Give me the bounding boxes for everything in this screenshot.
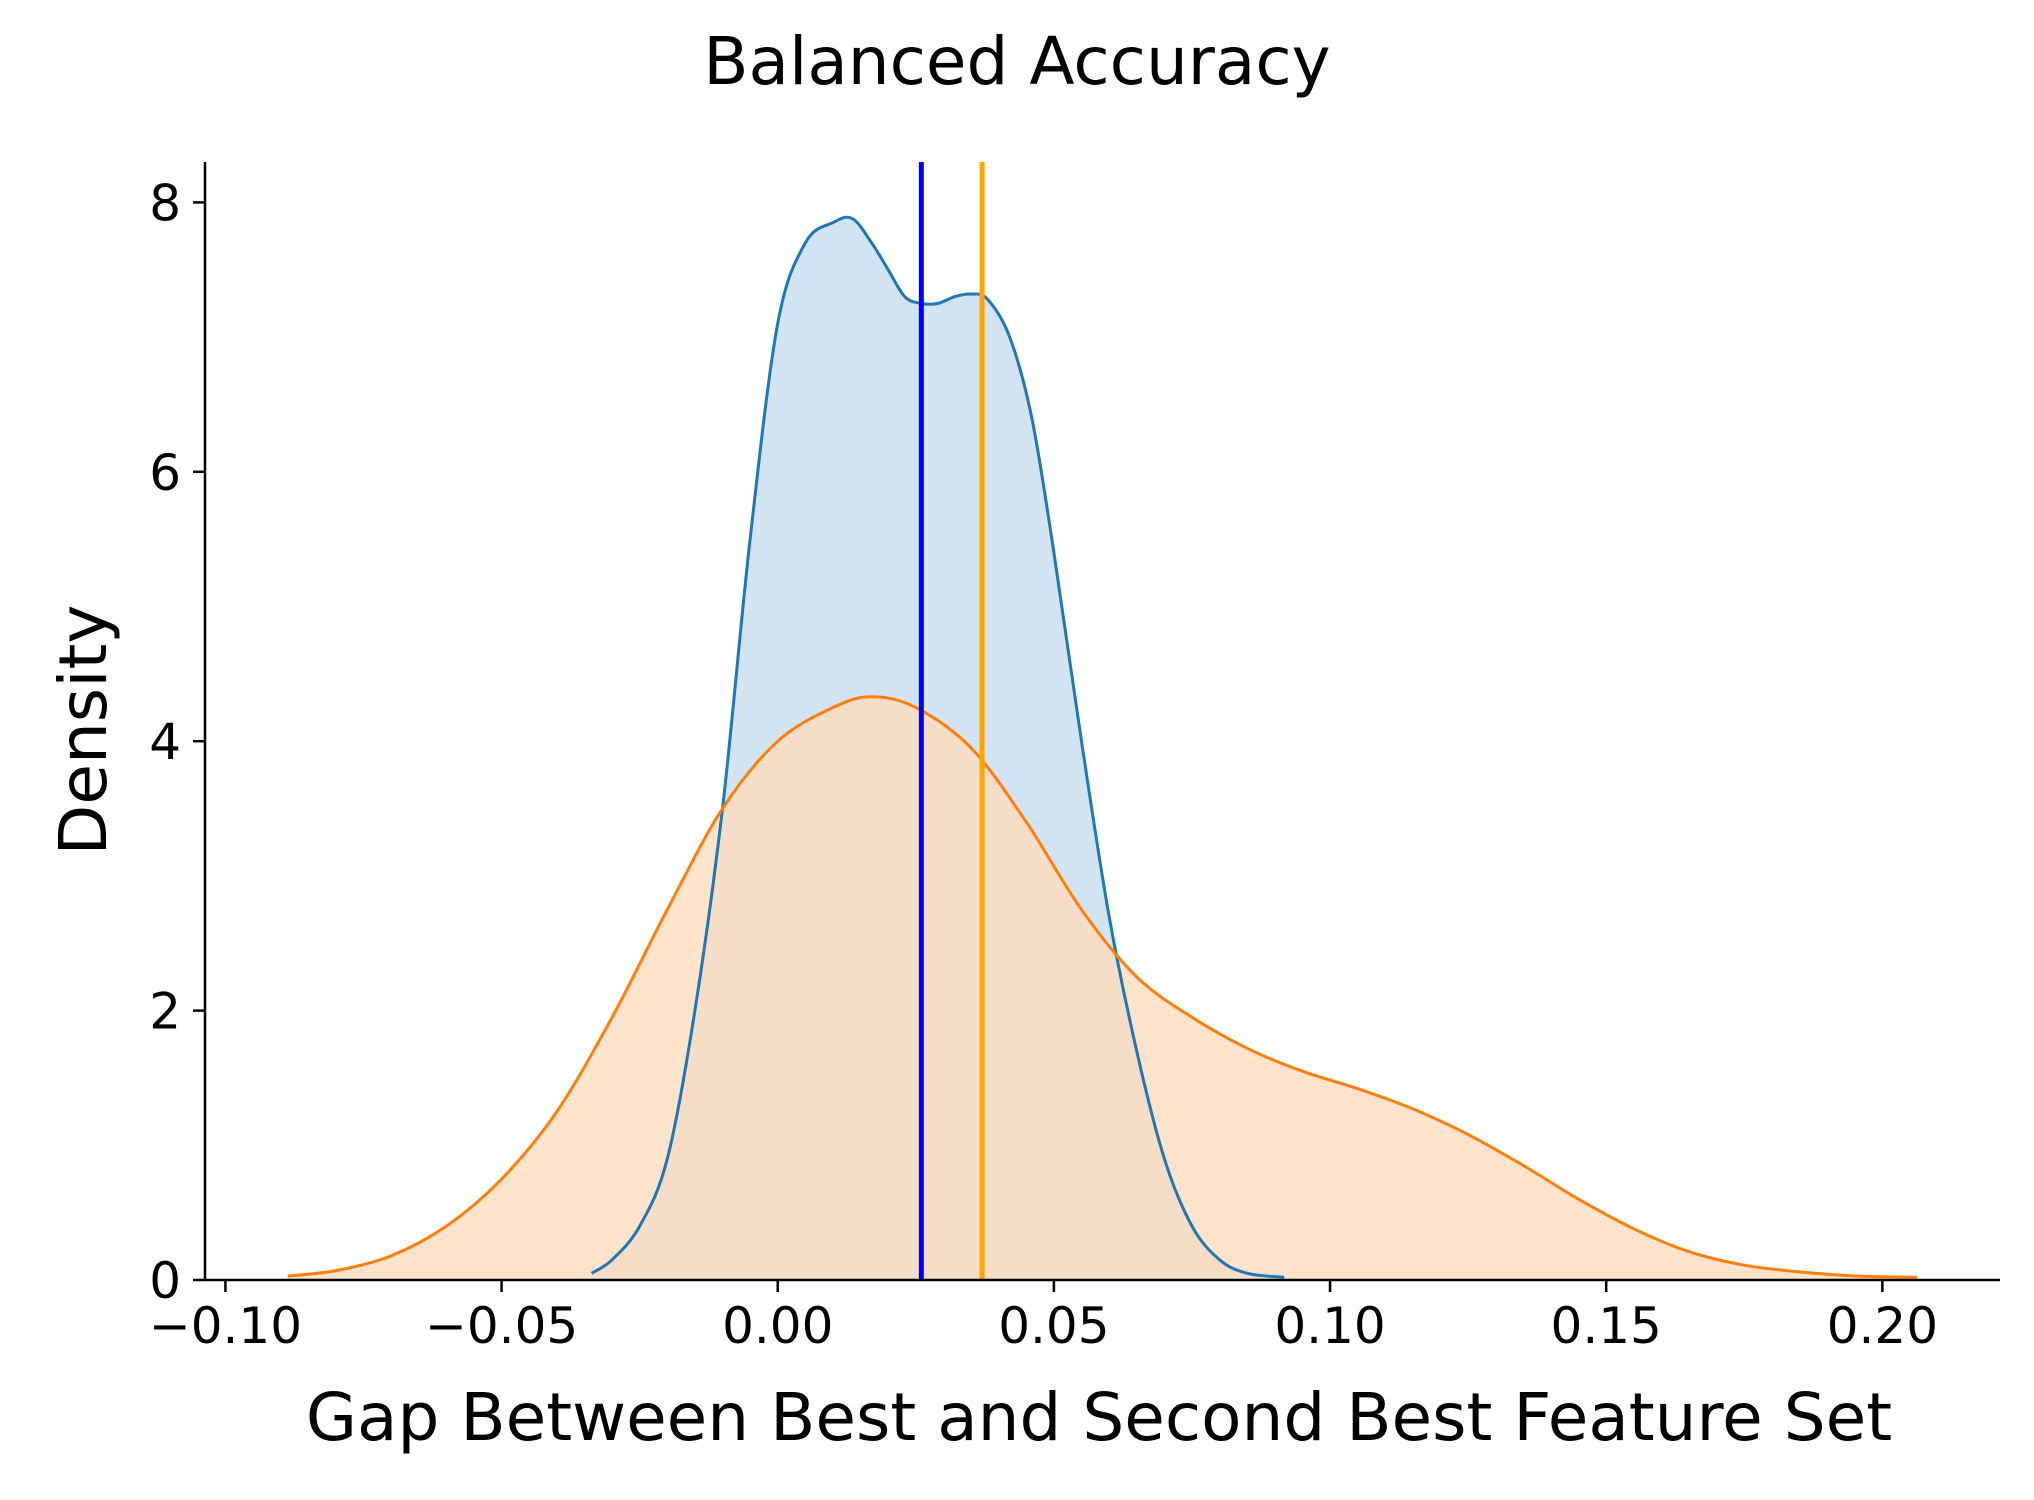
density-lines [287,215,1918,1279]
density-fill-1 [287,696,1918,1280]
y-tick-label: 8 [149,174,181,232]
reference-lines [918,162,985,1280]
density-line-1 [287,695,1918,1279]
x-tick-label: −0.05 [425,1297,578,1355]
x-ticks: −0.10 −0.05 0.00 0.05 0.10 0.15 0.20 [149,1280,1938,1355]
x-tick-label: 0.20 [1827,1297,1938,1355]
x-tick-label: 0.05 [998,1297,1109,1355]
axes [203,162,2000,1282]
density-line-0 [590,215,1285,1279]
y-tick-label: 0 [149,1252,181,1310]
x-tick-label: 0.10 [1274,1297,1385,1355]
y-ticks: 0 2 4 6 8 [149,174,205,1310]
x-tick-label: −0.10 [149,1297,302,1355]
x-axis-label: Gap Between Best and Second Best Feature… [306,1379,1892,1456]
y-axis-label: Density [45,605,122,856]
density-fills [287,217,1918,1281]
y-tick-label: 4 [149,713,181,771]
y-tick-label: 2 [149,983,181,1041]
x-tick-label: 0.15 [1551,1297,1662,1355]
y-tick-label: 6 [149,444,181,502]
chart-title: Balanced Accuracy [703,23,1330,100]
x-tick-label: 0.00 [722,1297,833,1355]
